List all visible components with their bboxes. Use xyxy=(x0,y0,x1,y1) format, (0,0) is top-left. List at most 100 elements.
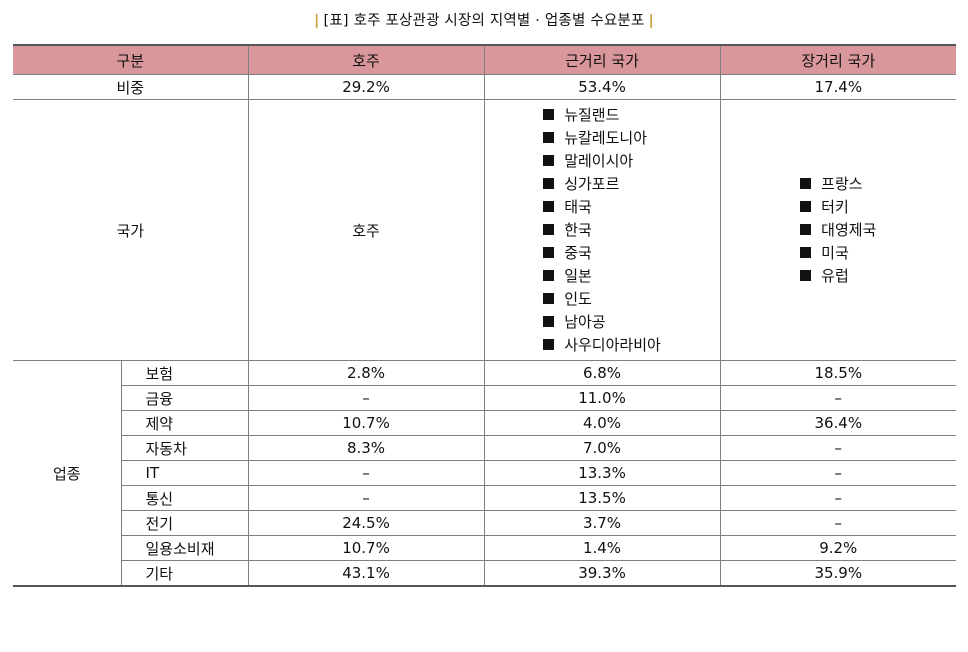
demand-distribution-table: 구분 호주 근거리 국가 장거리 국가 비중 29.2% 53.4% 17.4%… xyxy=(13,44,957,587)
value-australia: 2.8% xyxy=(247,360,485,386)
square-bullet-icon xyxy=(543,269,555,281)
value-far: 36.4% xyxy=(719,410,957,436)
value-near: 39.3% xyxy=(483,560,721,587)
title-bar-right: | xyxy=(648,13,654,29)
square-bullet-icon xyxy=(543,108,555,120)
industry-name: 기타 xyxy=(121,560,249,587)
header-far-countries: 장거리 국가 xyxy=(719,44,957,75)
square-bullet-icon xyxy=(543,200,555,212)
value-australia: – xyxy=(247,460,485,486)
table-row: 전기 24.5% 3.7% – xyxy=(13,510,957,536)
square-bullet-icon xyxy=(800,177,812,189)
value-far: 9.2% xyxy=(719,535,957,561)
table-row: 일용소비재 10.7% 1.4% 9.2% xyxy=(13,535,957,561)
header-row: 구분 호주 근거리 국가 장거리 국가 xyxy=(13,44,957,75)
value-far: – xyxy=(719,385,957,411)
value-near: 3.7% xyxy=(483,510,721,536)
value-australia: 10.7% xyxy=(247,410,485,436)
near-country-list: 뉴질랜드 뉴칼레도니아 말레이시아 싱가포르 태국 한국 중국 일본 인도 남아… xyxy=(543,104,661,357)
list-item: 대영제국 xyxy=(800,219,876,242)
value-australia: 8.3% xyxy=(247,435,485,461)
header-near-countries: 근거리 국가 xyxy=(483,44,721,75)
list-item: 유럽 xyxy=(800,265,876,288)
list-item: 뉴칼레도니아 xyxy=(543,127,661,150)
industry-name: 일용소비재 xyxy=(121,535,249,561)
list-item: 미국 xyxy=(800,242,876,265)
industry-name: 통신 xyxy=(121,485,249,511)
list-item: 일본 xyxy=(543,265,661,288)
far-country-list: 프랑스 터키 대영제국 미국 유럽 xyxy=(800,173,876,288)
country-australia: 호주 xyxy=(247,99,485,361)
value-near: 13.5% xyxy=(483,485,721,511)
square-bullet-icon xyxy=(543,315,555,327)
list-item: 인도 xyxy=(543,288,661,311)
share-far: 17.4% xyxy=(719,74,957,100)
table-row: 금융 – 11.0% – xyxy=(13,385,957,411)
value-australia: 10.7% xyxy=(247,535,485,561)
value-far: 18.5% xyxy=(719,360,957,386)
industry-name: 금융 xyxy=(121,385,249,411)
industry-name: IT xyxy=(121,460,249,486)
share-label: 비중 xyxy=(13,74,249,100)
table-row: 자동차 8.3% 7.0% – xyxy=(13,435,957,461)
value-far: – xyxy=(719,460,957,486)
industry-name: 자동차 xyxy=(121,435,249,461)
industry-name: 보험 xyxy=(120,360,249,386)
table-row: IT – 13.3% – xyxy=(13,460,957,486)
country-label: 국가 xyxy=(13,99,249,361)
square-bullet-icon xyxy=(800,269,812,281)
list-item: 뉴질랜드 xyxy=(543,104,661,127)
industry-name: 전기 xyxy=(121,510,249,536)
value-far: – xyxy=(719,510,957,536)
table-row: 제약 10.7% 4.0% 36.4% xyxy=(13,410,957,436)
value-australia: – xyxy=(247,385,485,411)
country-row: 국가 호주 뉴질랜드 뉴칼레도니아 말레이시아 싱가포르 태국 한국 중국 일본… xyxy=(13,99,957,361)
value-near: 13.3% xyxy=(483,460,721,486)
square-bullet-icon xyxy=(800,223,812,235)
value-near: 1.4% xyxy=(483,535,721,561)
share-row: 비중 29.2% 53.4% 17.4% xyxy=(13,74,957,100)
header-category: 구분 xyxy=(13,44,249,75)
square-bullet-icon xyxy=(543,292,555,304)
table-row: 기타 43.1% 39.3% 35.9% xyxy=(13,560,957,587)
list-item: 태국 xyxy=(543,196,661,219)
near-country-cell: 뉴질랜드 뉴칼레도니아 말레이시아 싱가포르 태국 한국 중국 일본 인도 남아… xyxy=(483,99,721,361)
square-bullet-icon xyxy=(543,154,555,166)
value-far: 35.9% xyxy=(719,560,957,587)
list-item: 프랑스 xyxy=(800,173,876,196)
table-row: 통신 – 13.5% – xyxy=(13,485,957,511)
square-bullet-icon xyxy=(543,177,555,189)
square-bullet-icon xyxy=(800,246,812,258)
list-item: 말레이시아 xyxy=(543,150,661,173)
list-item: 중국 xyxy=(543,242,661,265)
square-bullet-icon xyxy=(543,338,555,350)
far-country-cell: 프랑스 터키 대영제국 미국 유럽 xyxy=(719,99,957,361)
value-near: 4.0% xyxy=(483,410,721,436)
value-far: – xyxy=(719,485,957,511)
value-australia: – xyxy=(247,485,485,511)
list-item: 싱가포르 xyxy=(543,173,661,196)
list-item: 남아공 xyxy=(543,311,661,334)
square-bullet-icon xyxy=(543,223,555,235)
value-australia: 24.5% xyxy=(247,510,485,536)
value-australia: 43.1% xyxy=(247,560,485,587)
list-item: 터키 xyxy=(800,196,876,219)
title-text: [표] 호주 포상관광 시장의 지역별 · 업종별 수요분포 xyxy=(323,13,645,29)
square-bullet-icon xyxy=(543,131,555,143)
square-bullet-icon xyxy=(543,246,555,258)
value-far: – xyxy=(719,435,957,461)
value-near: 7.0% xyxy=(483,435,721,461)
square-bullet-icon xyxy=(800,200,812,212)
industry-name: 제약 xyxy=(121,410,249,436)
title-bar-left: | xyxy=(314,13,320,29)
value-near: 6.8% xyxy=(483,360,721,386)
value-near: 11.0% xyxy=(483,385,721,411)
industry-label: 업종 xyxy=(13,360,122,587)
table-row: 업종 보험 2.8% 6.8% 18.5% xyxy=(13,360,957,587)
header-australia: 호주 xyxy=(247,44,485,75)
share-australia: 29.2% xyxy=(247,74,485,100)
table-title: | [표] 호주 포상관광 시장의 지역별 · 업종별 수요분포 | xyxy=(0,9,968,30)
list-item: 한국 xyxy=(543,219,661,242)
list-item: 사우디아라비아 xyxy=(543,334,661,357)
